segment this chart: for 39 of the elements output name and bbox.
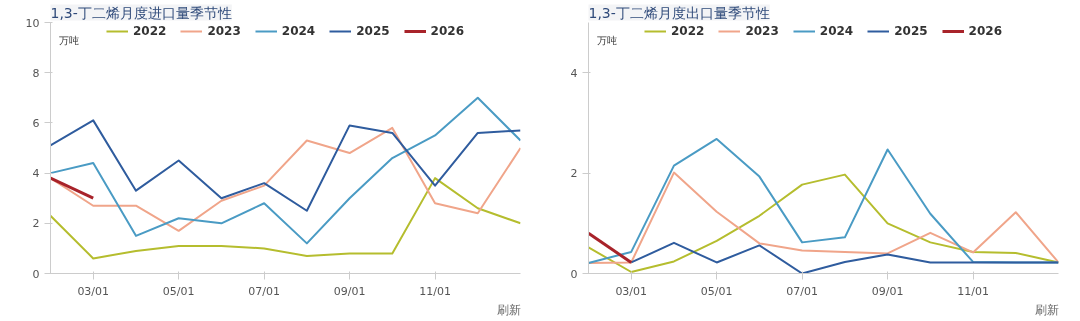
- y-tick-label: 6: [32, 116, 40, 130]
- x-tick-label: 03/01: [615, 284, 648, 298]
- legend-label: 2022: [670, 24, 705, 38]
- legend-label: 2022: [132, 24, 167, 38]
- legend-label: 2023: [745, 24, 779, 38]
- y-tick-label: 0: [570, 267, 578, 281]
- legend-label: 2024: [819, 24, 854, 38]
- y-tick-label: 4: [570, 66, 578, 80]
- y-tick-label: 0: [32, 267, 40, 281]
- y-tick-label: 4: [32, 167, 40, 181]
- legend-label: 2023: [207, 24, 241, 38]
- y-tick-label: 8: [32, 66, 40, 80]
- legend-label: 2025: [894, 24, 928, 38]
- line-series: [630, 241, 1059, 274]
- legend-label: 2026: [430, 24, 465, 38]
- x-tick-label: 05/01: [700, 284, 733, 298]
- y-axis-title: 万吨: [596, 34, 617, 46]
- text: 刷新: [1034, 302, 1059, 317]
- y-axis-title: 万吨: [58, 34, 79, 46]
- legend-label: 2025: [356, 24, 390, 38]
- chart-title: 1,3-丁二烯月度出口量季节性: [588, 4, 770, 21]
- x-tick-label: 05/01: [162, 284, 195, 298]
- x-tick-label: 07/01: [786, 284, 818, 298]
- y-tick-label: 2: [570, 167, 578, 181]
- x-tick-label: 09/01: [871, 284, 904, 298]
- legend-label: 2026: [968, 24, 1003, 38]
- y-tick-label: 2: [32, 217, 40, 231]
- x-tick-label: 03/01: [77, 284, 110, 298]
- chart-title: 1,3-丁二烯月度进口量季节性: [50, 4, 232, 21]
- text: 刷新: [496, 302, 521, 317]
- line-series: [50, 119, 521, 212]
- line-series: [50, 177, 521, 260]
- line-series: [50, 96, 521, 245]
- x-tick-label: 09/01: [333, 284, 366, 298]
- legend-label: 2024: [281, 24, 316, 38]
- x-tick-label: 11/01: [419, 284, 451, 298]
- y-tick-label: 10: [25, 16, 40, 30]
- x-tick-label: 07/01: [248, 284, 280, 298]
- x-tick-label: 11/01: [957, 284, 989, 298]
